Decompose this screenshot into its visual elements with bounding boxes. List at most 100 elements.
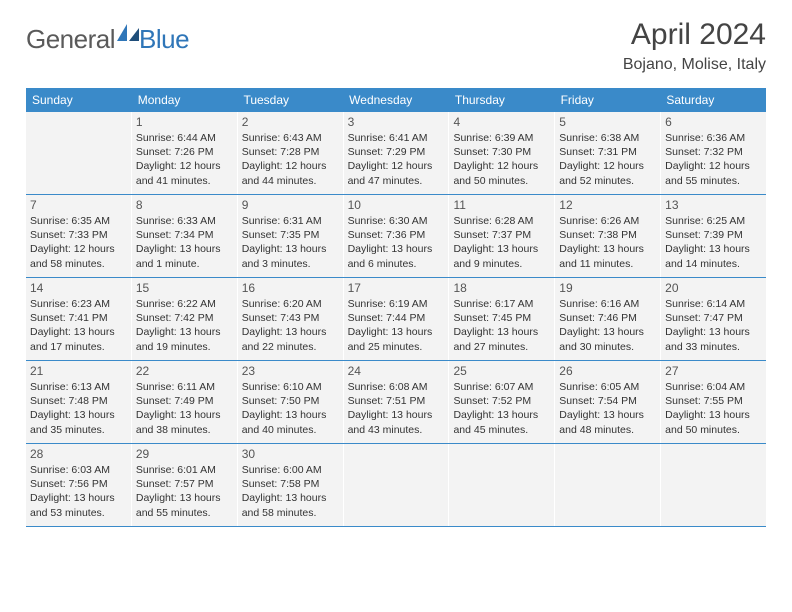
day-number: 12 <box>559 198 656 212</box>
brand-logo: General Blue <box>26 18 189 55</box>
day-number: 9 <box>242 198 339 212</box>
day-info: Sunrise: 6:10 AMSunset: 7:50 PMDaylight:… <box>242 380 339 437</box>
calendar-cell: 10 Sunrise: 6:30 AMSunset: 7:36 PMDayligh… <box>344 195 450 277</box>
day-info: Sunrise: 6:36 AMSunset: 7:32 PMDaylight:… <box>665 131 762 188</box>
calendar-cell: 30 Sunrise: 6:00 AMSunset: 7:58 PMDayligh… <box>238 444 344 526</box>
calendar-cell: 12 Sunrise: 6:26 AMSunset: 7:38 PMDayligh… <box>555 195 661 277</box>
title-block: April 2024 Bojano, Molise, Italy <box>623 18 766 74</box>
day-number: 18 <box>453 281 550 295</box>
day-info: Sunrise: 6:03 AMSunset: 7:56 PMDaylight:… <box>30 463 127 520</box>
calendar-cell: 29Sunrise: 6:01 AMSunset: 7:57 PMDayligh… <box>132 444 238 526</box>
day-info: Sunrise: 6:30 AMSunset: 7:36 PMDaylight:… <box>348 214 445 271</box>
day-info: Sunrise: 6:05 AMSunset: 7:54 PMDaylight:… <box>559 380 656 437</box>
calendar-week: 21 Sunrise: 6:13 AMSunset: 7:48 PMDayligh… <box>26 361 766 444</box>
day-info: Sunrise: 6:22 AMSunset: 7:42 PMDaylight:… <box>136 297 233 354</box>
day-info: Sunrise: 6:00 AMSunset: 7:58 PMDaylight:… <box>242 463 339 520</box>
calendar-cell: 2 Sunrise: 6:43 AMSunset: 7:28 PMDaylight… <box>238 112 344 194</box>
day-number: 15 <box>136 281 233 295</box>
day-number: 13 <box>665 198 762 212</box>
calendar-cell-empty <box>26 112 132 194</box>
day-number: 1 <box>136 115 233 129</box>
day-info: Sunrise: 6:33 AMSunset: 7:34 PMDaylight:… <box>136 214 233 271</box>
day-number: 28 <box>30 447 127 461</box>
calendar-cell-empty <box>661 444 766 526</box>
calendar-cell-empty <box>344 444 450 526</box>
day-info: Sunrise: 6:41 AMSunset: 7:29 PMDaylight:… <box>348 131 445 188</box>
calendar-cell: 14 Sunrise: 6:23 AMSunset: 7:41 PMDayligh… <box>26 278 132 360</box>
day-info: Sunrise: 6:43 AMSunset: 7:28 PMDaylight:… <box>242 131 339 188</box>
calendar-cell-empty <box>555 444 661 526</box>
day-info: Sunrise: 6:07 AMSunset: 7:52 PMDaylight:… <box>453 380 550 437</box>
day-header-cell: Saturday <box>660 88 766 112</box>
calendar-cell: 6 Sunrise: 6:36 AMSunset: 7:32 PMDaylight… <box>661 112 766 194</box>
day-info: Sunrise: 6:28 AMSunset: 7:37 PMDaylight:… <box>453 214 550 271</box>
day-number: 3 <box>348 115 445 129</box>
day-number: 21 <box>30 364 127 378</box>
day-number: 23 <box>242 364 339 378</box>
calendar-cell: 18 Sunrise: 6:17 AMSunset: 7:45 PMDayligh… <box>449 278 555 360</box>
day-info: Sunrise: 6:23 AMSunset: 7:41 PMDaylight:… <box>30 297 127 354</box>
calendar: SundayMondayTuesdayWednesdayThursdayFrid… <box>26 88 766 527</box>
month-title: April 2024 <box>623 18 766 52</box>
calendar-cell: 17Sunrise: 6:19 AMSunset: 7:44 PMDayligh… <box>344 278 450 360</box>
calendar-cell: 27Sunrise: 6:04 AMSunset: 7:55 PMDayligh… <box>661 361 766 443</box>
day-info: Sunrise: 6:08 AMSunset: 7:51 PMDaylight:… <box>348 380 445 437</box>
calendar-cell: 22 Sunrise: 6:11 AMSunset: 7:49 PMDayligh… <box>132 361 238 443</box>
day-number: 27 <box>665 364 762 378</box>
day-number: 6 <box>665 115 762 129</box>
page-header: General Blue April 2024 Bojano, Molise, … <box>0 0 792 82</box>
day-info: Sunrise: 6:39 AMSunset: 7:30 PMDaylight:… <box>453 131 550 188</box>
calendar-cell: 5Sunrise: 6:38 AMSunset: 7:31 PMDaylight… <box>555 112 661 194</box>
day-info: Sunrise: 6:26 AMSunset: 7:38 PMDaylight:… <box>559 214 656 271</box>
day-info: Sunrise: 6:44 AMSunset: 7:26 PMDaylight:… <box>136 131 233 188</box>
day-number: 24 <box>348 364 445 378</box>
day-info: Sunrise: 6:38 AMSunset: 7:31 PMDaylight:… <box>559 131 656 188</box>
day-number: 7 <box>30 198 127 212</box>
day-header-row: SundayMondayTuesdayWednesdayThursdayFrid… <box>26 88 766 112</box>
day-info: Sunrise: 6:20 AMSunset: 7:43 PMDaylight:… <box>242 297 339 354</box>
day-number: 30 <box>242 447 339 461</box>
day-number: 16 <box>242 281 339 295</box>
calendar-body: 1 Sunrise: 6:44 AMSunset: 7:26 PMDaylight… <box>26 112 766 527</box>
calendar-cell: 1 Sunrise: 6:44 AMSunset: 7:26 PMDaylight… <box>132 112 238 194</box>
day-number: 25 <box>453 364 550 378</box>
day-header-cell: Friday <box>555 88 661 112</box>
day-number: 20 <box>665 281 762 295</box>
day-number: 26 <box>559 364 656 378</box>
calendar-cell: 13Sunrise: 6:25 AMSunset: 7:39 PMDayligh… <box>661 195 766 277</box>
calendar-cell: 23 Sunrise: 6:10 AMSunset: 7:50 PMDayligh… <box>238 361 344 443</box>
day-info: Sunrise: 6:19 AMSunset: 7:44 PMDaylight:… <box>348 297 445 354</box>
calendar-cell: 3 Sunrise: 6:41 AMSunset: 7:29 PMDaylight… <box>344 112 450 194</box>
day-number: 11 <box>453 198 550 212</box>
brand-part1: General <box>26 24 115 55</box>
day-number: 4 <box>453 115 550 129</box>
day-header-cell: Thursday <box>449 88 555 112</box>
calendar-cell: 26 Sunrise: 6:05 AMSunset: 7:54 PMDayligh… <box>555 361 661 443</box>
calendar-cell: 4 Sunrise: 6:39 AMSunset: 7:30 PMDaylight… <box>449 112 555 194</box>
day-number: 14 <box>30 281 127 295</box>
calendar-cell: 9Sunrise: 6:31 AMSunset: 7:35 PMDaylight… <box>238 195 344 277</box>
calendar-cell: 15 Sunrise: 6:22 AMSunset: 7:42 PMDayligh… <box>132 278 238 360</box>
calendar-cell: 24 Sunrise: 6:08 AMSunset: 7:51 PMDayligh… <box>344 361 450 443</box>
day-info: Sunrise: 6:17 AMSunset: 7:45 PMDaylight:… <box>453 297 550 354</box>
calendar-cell: 21 Sunrise: 6:13 AMSunset: 7:48 PMDayligh… <box>26 361 132 443</box>
day-header-cell: Sunday <box>26 88 132 112</box>
day-info: Sunrise: 6:14 AMSunset: 7:47 PMDaylight:… <box>665 297 762 354</box>
day-number: 22 <box>136 364 233 378</box>
calendar-cell: 8Sunrise: 6:33 AMSunset: 7:34 PMDaylight… <box>132 195 238 277</box>
day-number: 29 <box>136 447 233 461</box>
calendar-cell: 11 Sunrise: 6:28 AMSunset: 7:37 PMDayligh… <box>449 195 555 277</box>
calendar-cell: 7Sunrise: 6:35 AMSunset: 7:33 PMDaylight… <box>26 195 132 277</box>
day-info: Sunrise: 6:13 AMSunset: 7:48 PMDaylight:… <box>30 380 127 437</box>
day-number: 2 <box>242 115 339 129</box>
calendar-week: 28 Sunrise: 6:03 AMSunset: 7:56 PMDayligh… <box>26 444 766 527</box>
day-number: 19 <box>559 281 656 295</box>
day-info: Sunrise: 6:16 AMSunset: 7:46 PMDaylight:… <box>559 297 656 354</box>
day-header-cell: Wednesday <box>343 88 449 112</box>
calendar-cell: 28 Sunrise: 6:03 AMSunset: 7:56 PMDayligh… <box>26 444 132 526</box>
day-number: 10 <box>348 198 445 212</box>
calendar-cell-empty <box>449 444 555 526</box>
calendar-week: 1 Sunrise: 6:44 AMSunset: 7:26 PMDaylight… <box>26 112 766 195</box>
brand-part2: Blue <box>139 24 189 55</box>
day-info: Sunrise: 6:11 AMSunset: 7:49 PMDaylight:… <box>136 380 233 437</box>
